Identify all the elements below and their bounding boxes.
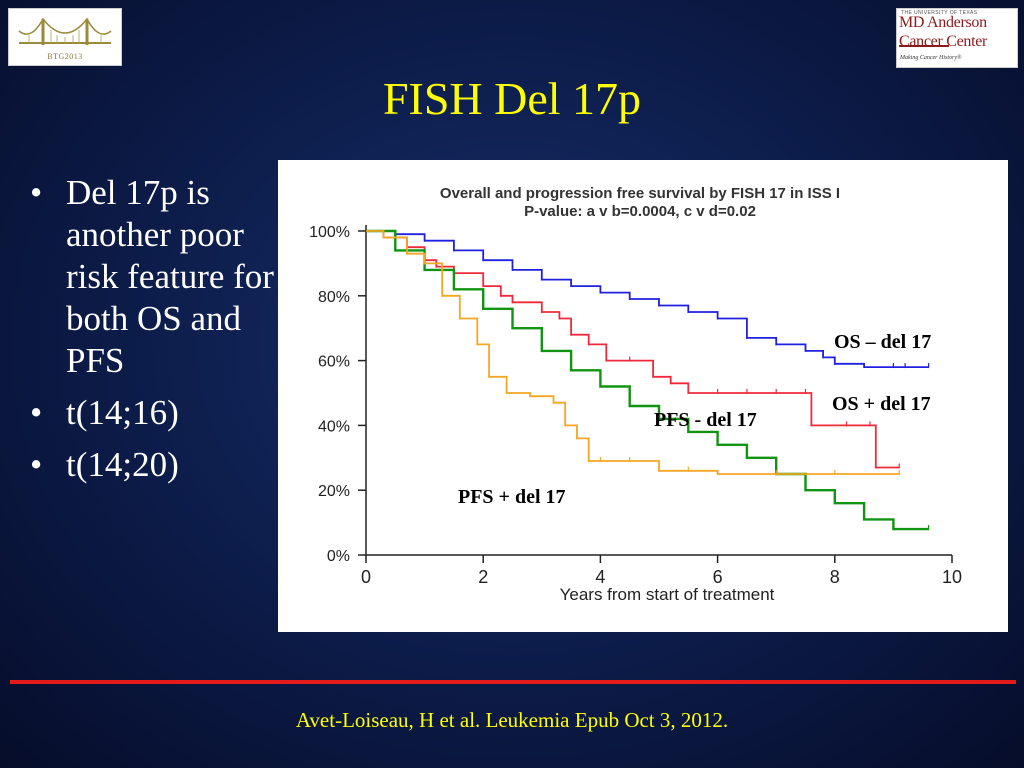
chart-title: Overall and progression free survival by… (440, 185, 840, 202)
label-os-plus: OS + del 17 (832, 393, 931, 415)
x-tick-label: 6 (713, 567, 723, 587)
bridge-icon (18, 17, 112, 45)
bullet-glyph: • (30, 393, 43, 432)
x-tick-label: 2 (478, 567, 488, 587)
x-axis-label: Years from start of treatment (560, 585, 775, 604)
x-tick-label: 10 (942, 567, 962, 587)
label-pfs-plus: PFS + del 17 (458, 486, 566, 508)
chart-subtitle: P-value: a v b=0.0004, c v d=0.02 (524, 203, 756, 220)
bullet-glyph: • (30, 445, 43, 484)
x-tick-label: 4 (595, 567, 605, 587)
btg-caption: BTG2013 (47, 52, 83, 61)
bullet-list: • Del 17p is another poor risk feature f… (26, 172, 276, 496)
series-line-pfs-minus (366, 229, 929, 531)
bullet-text: t(14;20) (66, 445, 179, 484)
btg2013-logo: BTG2013 (8, 8, 122, 66)
logo-strike (899, 45, 949, 47)
bullet-item: • t(14;20) (26, 444, 276, 486)
bullet-text: t(14;16) (66, 393, 179, 432)
slide-title: FISH Del 17p (382, 73, 642, 124)
x-tick-label: 0 (361, 567, 371, 587)
bullet-glyph: • (30, 173, 43, 212)
label-pfs-minus: PFS - del 17 (654, 409, 757, 431)
md-anderson-logo: THE UNIVERSITY OF TEXAS MD Anderson Canc… (896, 8, 1018, 68)
y-tick-label: 100% (309, 224, 350, 241)
label-os-minus: OS – del 17 (834, 331, 931, 353)
axes: 0% 20% 40% 60% 80% 100% 0 2 4 6 8 10 (309, 224, 962, 587)
y-tick-label: 20% (318, 483, 350, 500)
y-tick-label: 80% (318, 289, 350, 306)
series-lines (366, 229, 930, 531)
logo-line2: Cancer Center (899, 33, 988, 50)
logo-tagline: Making Cancer History® (900, 55, 962, 61)
logo-university: THE UNIVERSITY OF TEXAS (901, 10, 978, 16)
survival-chart-svg: Overall and progression free survival by… (309, 185, 962, 604)
bullet-text: Del 17p is another poor risk feature for… (66, 173, 274, 380)
bullet-item: • t(14;16) (26, 392, 276, 434)
series-line-os-plus (366, 230, 900, 469)
footer-rule (10, 680, 1016, 684)
x-tick-label: 8 (830, 567, 840, 587)
survival-chart: Overall and progression free survival by… (278, 160, 1008, 632)
y-tick-label: 0% (327, 548, 350, 565)
y-tick-label: 60% (318, 354, 350, 371)
y-tick-label: 40% (318, 418, 350, 435)
logo-line1: MD Anderson (899, 14, 987, 31)
bullet-item: • Del 17p is another poor risk feature f… (26, 172, 276, 382)
citation: Avet-Loiseau, H et al. Leukemia Epub Oct… (295, 708, 729, 732)
